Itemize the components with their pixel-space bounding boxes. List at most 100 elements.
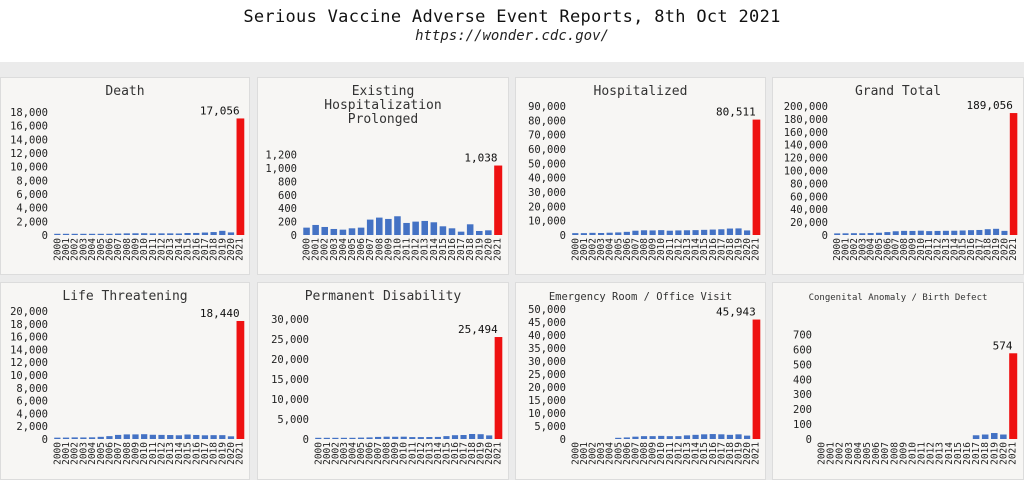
x-tick-label: 2016 <box>450 442 461 465</box>
x-tick-label: 2011 <box>917 442 928 465</box>
y-tick-label: 200 <box>278 217 297 229</box>
y-tick-label: 18,000 <box>10 319 48 331</box>
y-tick-label: 100,000 <box>784 166 828 178</box>
bar-2016 <box>709 229 716 235</box>
y-tick-label: 160,000 <box>784 127 828 139</box>
x-tick-label: 2005 <box>356 442 367 465</box>
x-tick-label: 2020 <box>742 238 753 261</box>
bar-2004 <box>349 437 356 439</box>
bar-value-label: 45,943 <box>716 306 756 319</box>
bar-2010 <box>400 436 407 439</box>
y-tick-label: 40,000 <box>528 330 566 342</box>
x-tick-label: 2014 <box>174 238 185 261</box>
chart-title-line: Congenital Anomaly / Birth Defect <box>809 293 988 303</box>
bar-2019 <box>476 230 483 235</box>
x-tick-label: 2014 <box>949 238 960 261</box>
x-tick-label: 2000 <box>302 238 313 261</box>
bar-2015 <box>701 434 708 439</box>
x-tick-label: 2014 <box>944 442 955 465</box>
y-tick-label: 25,000 <box>271 334 309 346</box>
bar-2012 <box>417 437 424 439</box>
bar-2018 <box>726 228 734 235</box>
bar-2007 <box>632 230 639 235</box>
y-tick-label: 50,000 <box>528 158 566 170</box>
y-tick-label: 10,000 <box>271 394 309 406</box>
y-tick-label: 800 <box>278 176 297 188</box>
x-tick-label: 2004 <box>338 238 349 261</box>
y-tick-label: 16,000 <box>10 121 48 133</box>
x-tick-label: 2019 <box>217 442 228 465</box>
x-tick-label: 2014 <box>433 442 444 465</box>
bar-2008 <box>123 233 130 235</box>
y-tick-label: 300 <box>793 389 812 401</box>
bar-2000 <box>315 437 322 439</box>
x-tick-label: 2001 <box>61 238 72 261</box>
bar-2012 <box>675 230 682 235</box>
y-tick-label: 10,000 <box>10 162 48 174</box>
bar-2002 <box>850 233 857 235</box>
chart-panel-hospitalized: Hospitalized 0 10,000 20,000 30,000 40,000 50,… <box>515 77 766 275</box>
x-tick-label: 2001 <box>579 442 590 465</box>
y-tick-label: 15,000 <box>528 395 566 407</box>
source-url[interactable]: https://wonder.cdc.gov/ <box>415 28 609 44</box>
bar-2020 <box>1001 230 1008 235</box>
bar-2012 <box>158 434 165 439</box>
bar-2008 <box>123 434 130 439</box>
x-tick-label: 2001 <box>841 238 852 261</box>
bar-2008 <box>376 217 383 235</box>
chart-svg: Congenital Anomaly / Birth Defect 0 100 200… <box>793 293 1018 465</box>
x-tick-label: 2007 <box>630 238 641 261</box>
y-tick-label: 40,000 <box>790 204 828 216</box>
bar-2020 <box>227 436 235 439</box>
x-tick-label: 2011 <box>407 442 418 465</box>
y-tick-label: 400 <box>793 374 812 386</box>
x-tick-label: 2010 <box>916 238 927 261</box>
chart-title-line: Grand Total <box>855 84 941 99</box>
x-tick-label: 2001 <box>311 238 322 261</box>
y-tick-label: 20,000 <box>790 217 828 229</box>
bar-2002 <box>589 232 596 235</box>
bar-2017 <box>457 231 465 235</box>
bar-2021-highlight <box>1009 353 1018 439</box>
bar-value-label: 574 <box>993 339 1013 352</box>
chart-svg: Permanent Disability 0 5,000 10,000 15,000 20… <box>271 289 504 465</box>
bar-2004 <box>88 437 96 439</box>
x-tick-label: 2021 <box>235 238 246 261</box>
y-tick-label: 120,000 <box>784 153 828 165</box>
bar-2019 <box>993 228 1000 235</box>
bar-2002 <box>71 437 78 439</box>
y-tick-label: 20,000 <box>10 306 48 318</box>
y-tick-label: 40,000 <box>528 173 566 185</box>
bar-2007 <box>632 436 639 439</box>
x-tick-label: 2021 <box>493 442 504 465</box>
x-tick-label: 2013 <box>424 442 435 465</box>
x-tick-label: 2014 <box>691 442 702 465</box>
x-tick-label: 2017 <box>459 442 470 465</box>
x-tick-label: 2008 <box>122 238 133 261</box>
y-tick-label: 140,000 <box>784 140 828 152</box>
x-tick-label: 2019 <box>989 442 1000 465</box>
y-tick-label: 200,000 <box>784 101 828 113</box>
bar-2011 <box>403 222 410 235</box>
x-tick-label: 2017 <box>971 442 982 465</box>
x-tick-label: 2015 <box>438 238 449 261</box>
bar-value-label: 80,511 <box>716 106 756 119</box>
bar-2010 <box>658 230 665 235</box>
y-tick-label: 50,000 <box>528 304 566 316</box>
bar-2017 <box>976 229 983 235</box>
x-tick-label: 2019 <box>217 238 228 261</box>
x-tick-label: 2009 <box>390 442 401 465</box>
bar-2012 <box>675 436 682 439</box>
bar-2014 <box>692 230 699 235</box>
y-tick-label: 30,000 <box>528 187 566 199</box>
bar-2006 <box>623 231 630 235</box>
bar-2019 <box>735 434 742 439</box>
x-tick-label: 2020 <box>226 238 237 261</box>
x-tick-label: 2009 <box>130 442 141 465</box>
bar-2004 <box>867 233 874 235</box>
chart-panel-existing-hospitalization-prolonged: Existing Hospitalization Prolonged 0 200 400 6… <box>257 77 509 275</box>
x-tick-label: 2012 <box>157 442 168 465</box>
x-tick-label: 2018 <box>209 442 220 465</box>
x-tick-label: 2008 <box>382 442 393 465</box>
chart-panel-congenital-anomaly-birth-defect: Congenital Anomaly / Birth Defect 0 100 200… <box>772 282 1024 480</box>
